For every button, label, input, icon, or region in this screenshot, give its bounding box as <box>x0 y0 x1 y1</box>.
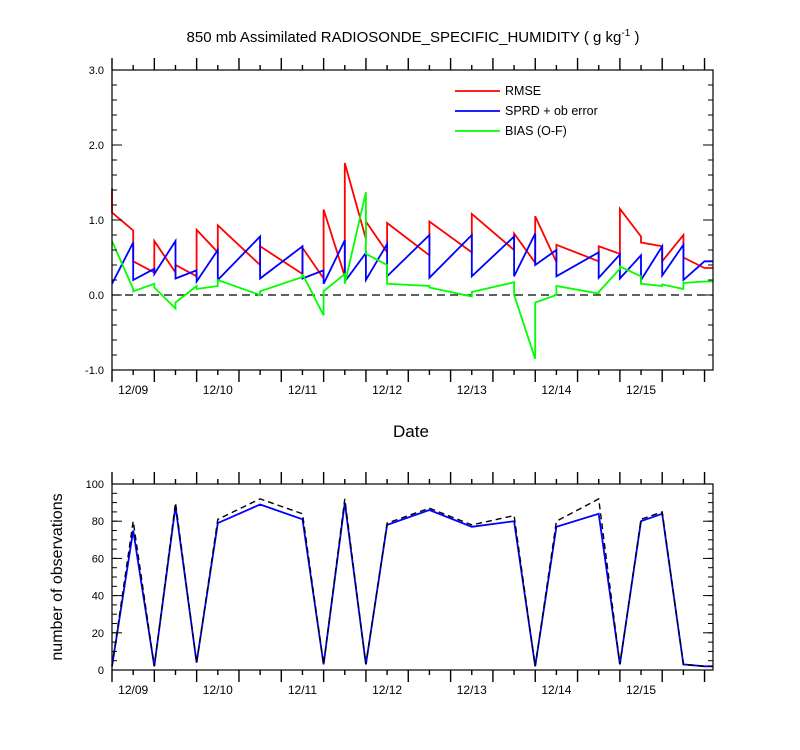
y-tick-label: 2.0 <box>89 140 104 152</box>
x-tick-label: 12/15 <box>626 383 656 397</box>
y-tick-label: 100 <box>86 479 104 491</box>
x-tick-label: 12/14 <box>541 383 571 397</box>
series-line-rmse <box>111 162 713 282</box>
x-tick-label: 12/14 <box>541 683 571 697</box>
y-tick-label: 0.0 <box>89 290 104 302</box>
plot-area-1 <box>111 497 713 668</box>
series-line-sprd-ob-error <box>111 232 713 285</box>
x-tick-label: 12/13 <box>457 383 487 397</box>
y-tick-label: 40 <box>92 591 104 603</box>
x-tick-label: 12/11 <box>288 383 317 397</box>
x-axis-label: Date <box>393 422 429 441</box>
x-tick-label: 12/09 <box>118 383 148 397</box>
series-line-bias-o-f- <box>111 192 713 360</box>
top-panel: 3.0 2.0 1.0 0.0 -1.0 12/09 12/10 12/11 12/12 12/1… <box>85 58 714 397</box>
y-tick-label: -1.0 <box>85 365 104 377</box>
plot-frame-0 <box>111 69 714 371</box>
series-line-total <box>111 497 713 667</box>
y-axis-label-observations: number of observations <box>49 493 66 660</box>
legend-label-1: SPRD + ob error <box>505 104 598 118</box>
plot-area-0 <box>111 162 713 360</box>
x-tick-label: 12/13 <box>457 683 487 697</box>
y-tick-label: 80 <box>92 516 104 528</box>
legend-label-2: BIAS (O-F) <box>505 124 567 138</box>
y-tick-label: 1.0 <box>89 215 104 227</box>
legend-label-0: RMSE <box>505 84 541 98</box>
x-tick-label: 12/10 <box>203 383 233 397</box>
y-tick-label: 3.0 <box>89 65 104 77</box>
x-tick-label: 12/12 <box>372 383 402 397</box>
y-tick-label: 20 <box>92 628 104 640</box>
x-tick-label: 12/10 <box>203 683 233 697</box>
y-tick-label: 0 <box>98 665 104 677</box>
legend: RMSE SPRD + ob error BIAS (O-F) <box>455 84 598 138</box>
x-tick-label: 12/09 <box>118 683 148 697</box>
chart-title: 850 mb Assimilated RADIOSONDE_SPECIFIC_H… <box>187 28 640 46</box>
x-tick-label: 12/15 <box>626 683 656 697</box>
bottom-panel: 0 20 40 60 80 100 12/09 12/10 12/11 12/12 12/13 12/… <box>86 472 714 697</box>
y-tick-label: 60 <box>92 553 104 565</box>
x-tick-label: 12/12 <box>372 683 402 697</box>
x-tick-label: 12/11 <box>288 683 317 697</box>
